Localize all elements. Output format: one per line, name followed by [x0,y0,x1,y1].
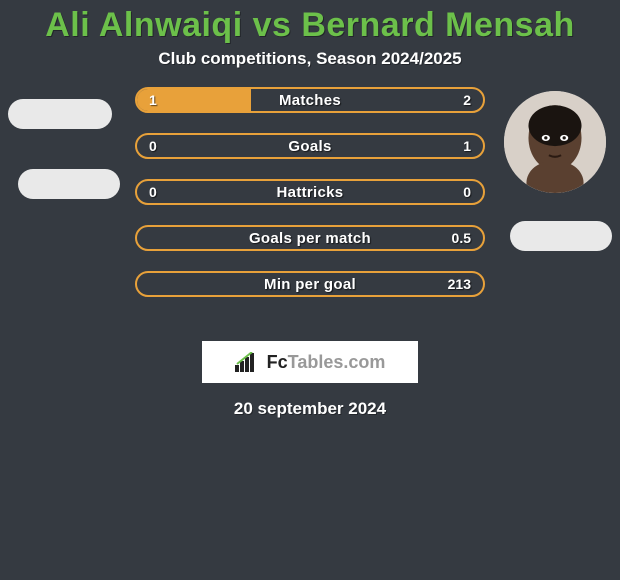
stat-value-right: 213 [448,273,471,295]
stat-label: Min per goal [137,273,483,295]
player-right-avatar [504,91,606,193]
player-left-team-badge [18,169,120,199]
stat-bar: Goals per match0.5 [135,225,485,251]
main-row: 1Matches20Goals10Hattricks0Goals per mat… [0,87,620,337]
player-right-team-badge [510,221,612,251]
stat-bar: 0Goals1 [135,133,485,159]
stat-label: Goals per match [137,227,483,249]
page-subtitle: Club competitions, Season 2024/2025 [0,49,620,87]
stat-value-right: 2 [463,89,471,111]
comparison-card: Ali Alnwaiqi vs Bernard Mensah Club comp… [0,0,620,419]
player-right-col [500,87,620,251]
stat-value-right: 1 [463,135,471,157]
player-left-avatar [8,99,112,129]
stat-label: Goals [137,135,483,157]
player-left-col [0,87,120,199]
stat-value-right: 0 [463,181,471,203]
stat-bar: Min per goal213 [135,271,485,297]
stat-value-right: 0.5 [452,227,471,249]
face-icon [504,91,606,193]
source-logo[interactable]: FcTables.com [202,341,418,383]
snapshot-date: 20 september 2024 [0,399,620,419]
stat-label: Hattricks [137,181,483,203]
stats-list: 1Matches20Goals10Hattricks0Goals per mat… [135,87,485,317]
stat-bar: 0Hattricks0 [135,179,485,205]
stat-label: Matches [137,89,483,111]
stat-bar: 1Matches2 [135,87,485,113]
page-title: Ali Alnwaiqi vs Bernard Mensah [0,0,620,49]
logo-text: FcTables.com [267,352,386,373]
bars-icon [235,352,261,372]
